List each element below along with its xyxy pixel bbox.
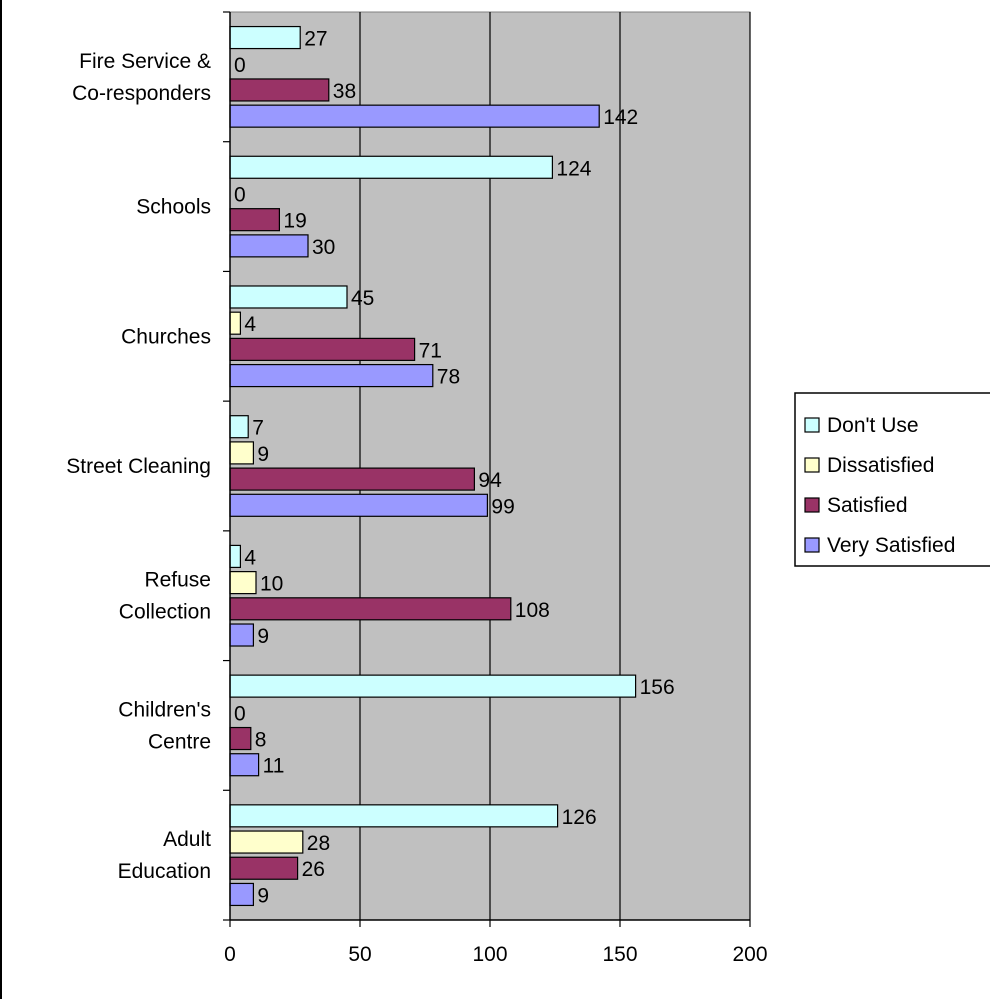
data-label: 71 (419, 339, 442, 362)
bar (229, 337, 416, 361)
bar (229, 363, 434, 388)
category-label: Adult (163, 828, 211, 851)
bars (229, 25, 637, 907)
plot-area: 2703814212401930454717879949941010891560… (66, 11, 768, 966)
data-label: 9 (257, 443, 269, 466)
legend-box (794, 392, 990, 567)
data-label: 19 (283, 210, 306, 233)
data-label: 7 (252, 417, 264, 440)
data-label: 142 (603, 106, 638, 129)
bar (229, 285, 348, 309)
bar (229, 25, 301, 50)
data-label: 156 (640, 676, 675, 699)
bar (229, 597, 512, 621)
data-label: 8 (255, 729, 267, 752)
data-label: 11 (263, 755, 285, 778)
data-label: 10 (260, 573, 283, 596)
bar (229, 544, 241, 569)
bar (229, 830, 304, 854)
category-labels: Fire Service & Co-responders Schools Church… (66, 50, 211, 883)
x-tick-label: 50 (348, 943, 371, 966)
bar (229, 208, 281, 232)
data-label: 30 (312, 236, 335, 259)
legend-label: Very Satisfied (827, 534, 955, 557)
x-tick-label: 150 (602, 943, 637, 966)
category-label: Refuse (144, 569, 211, 592)
bar (229, 493, 488, 517)
legend-swatch (804, 417, 820, 433)
y-axis-ticks (223, 11, 230, 921)
bar (229, 882, 254, 907)
data-label: 28 (307, 832, 330, 855)
legend-swatch (804, 537, 820, 553)
bar (229, 104, 600, 128)
data-label: 4 (244, 546, 256, 569)
data-label: 9 (257, 884, 269, 907)
bar (229, 804, 559, 828)
data-label: 0 (234, 702, 246, 725)
data-label: 126 (562, 806, 597, 829)
category-label: Collection (119, 601, 211, 624)
data-label: 124 (556, 157, 591, 180)
bar (229, 78, 330, 102)
legend-swatch (804, 497, 820, 513)
category-label: Co-responders (72, 82, 211, 105)
bar (229, 726, 252, 751)
bar (229, 234, 309, 258)
bar (229, 623, 254, 647)
legend-label: Don't Use (827, 414, 919, 437)
category-label: Schools (136, 196, 211, 219)
data-label: 27 (304, 28, 327, 51)
data-label: 94 (478, 469, 502, 492)
legend-swatch (804, 457, 820, 473)
legend-label: Satisfied (827, 494, 908, 517)
category-label: Street Cleaning (66, 455, 211, 478)
bar (229, 441, 254, 465)
data-labels: 2703814212401930454717879949941010891560… (234, 28, 675, 908)
data-label: 108 (515, 599, 550, 622)
data-label: 0 (234, 183, 246, 206)
category-label: Education (118, 860, 211, 883)
x-tick-label: 100 (472, 943, 507, 966)
x-tick-label: 0 (224, 943, 236, 966)
data-label: 4 (244, 313, 256, 336)
bar (229, 311, 241, 335)
data-label: 9 (257, 625, 269, 648)
bar (229, 674, 637, 698)
bar (229, 753, 260, 777)
bar (229, 155, 553, 179)
legend-items: Don't Use Dissatisfied Satisfied Very Satis… (804, 414, 955, 557)
category-label: Fire Service & (79, 50, 211, 73)
category-label: Centre (148, 730, 211, 753)
x-axis-ticks: 0 50 100 150 200 (224, 920, 768, 966)
data-label: 38 (333, 80, 356, 103)
bar (229, 571, 257, 595)
category-label: Churches (121, 325, 211, 348)
data-label: 78 (437, 366, 460, 389)
data-label: 0 (234, 54, 246, 77)
legend-label: Dissatisfied (827, 454, 934, 477)
data-label: 45 (351, 287, 374, 310)
bar (229, 415, 249, 439)
category-label: Children's (118, 698, 211, 721)
bar (229, 467, 475, 491)
data-label: 99 (491, 495, 514, 518)
legend: Don't Use Dissatisfied Satisfied Very Satis… (794, 392, 990, 567)
data-label: 26 (302, 858, 325, 881)
x-tick-label: 200 (732, 943, 767, 966)
bar (229, 856, 299, 880)
